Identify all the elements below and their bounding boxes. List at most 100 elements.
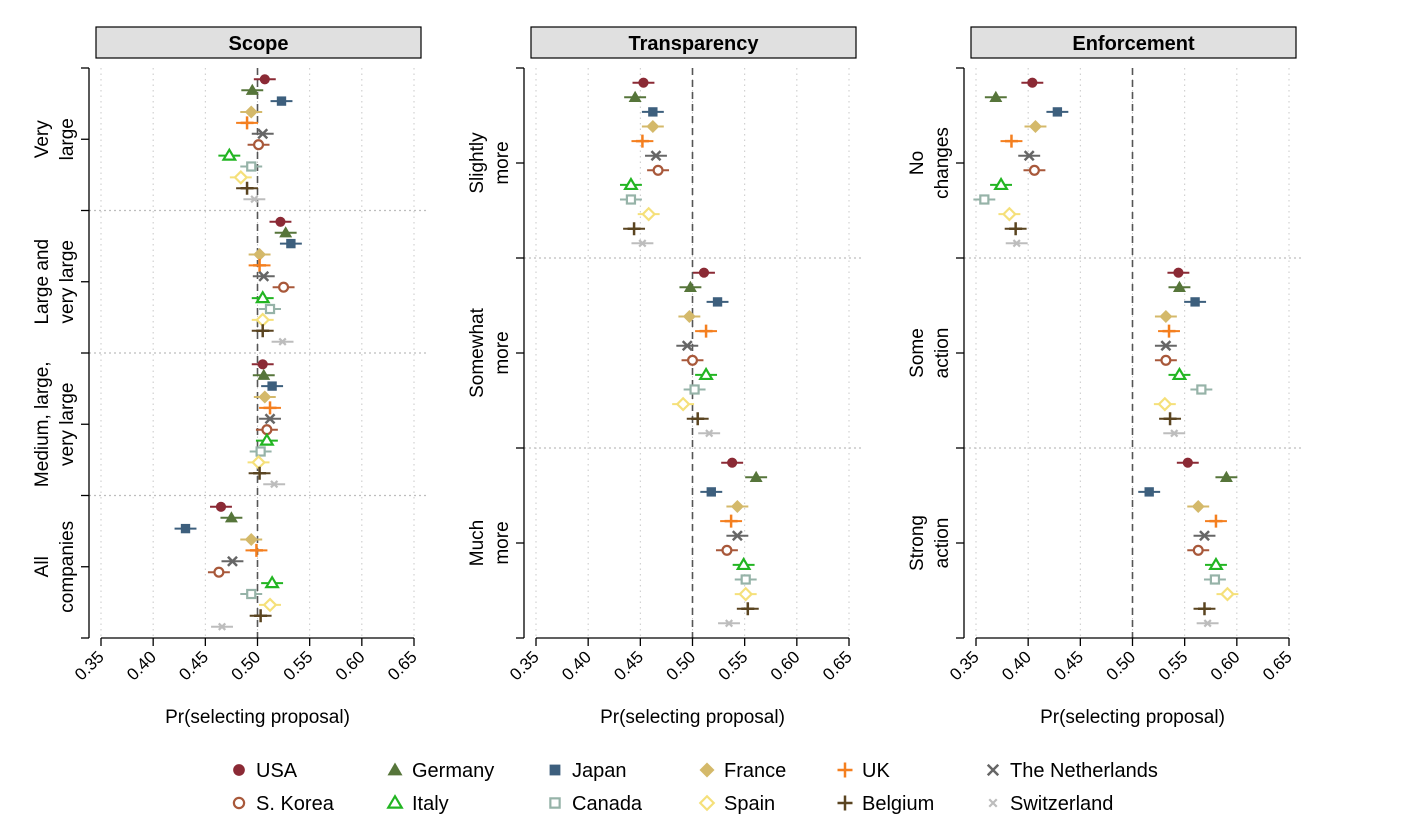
x-tick-label: 0.35 (946, 647, 983, 684)
category-label-line: Very (32, 120, 53, 159)
legend-label: Switzerland (1010, 793, 1113, 815)
germany-marker (257, 368, 271, 380)
x-tick-label: 0.55 (1155, 647, 1192, 684)
s-korea-marker (1028, 164, 1040, 176)
the-netherlands-marker (257, 128, 269, 140)
panel-title: Enforcement (1072, 33, 1195, 55)
series-germany (220, 83, 297, 523)
spain-marker (255, 312, 271, 328)
canada-marker (979, 194, 990, 205)
series-belgium (623, 222, 759, 616)
japan-marker (712, 297, 723, 307)
usa-marker (727, 457, 738, 468)
the-netherlands-marker (731, 530, 743, 542)
germany-marker (628, 90, 642, 102)
legend-label: Spain (724, 793, 775, 815)
series-uk (236, 116, 281, 557)
switzerland-marker (270, 480, 279, 489)
x-tick-label: 0.65 (819, 647, 856, 684)
s-korea-marker (686, 354, 699, 366)
germany-marker (749, 470, 763, 482)
switzerland-marker (278, 337, 287, 346)
s-korea-marker (652, 164, 664, 176)
s-korea-marker (253, 139, 265, 151)
legend-item-switzerland: Switzerland (988, 793, 1113, 815)
italy-marker (386, 794, 404, 809)
legend-label: Italy (412, 793, 449, 815)
spain-marker (233, 169, 249, 185)
category-label-very-large: Very large (32, 118, 78, 160)
legend-item-germany: Germany (387, 760, 494, 782)
switzerland-marker (1012, 239, 1021, 248)
uk-marker (635, 134, 649, 148)
legend-label: Belgium (862, 793, 934, 815)
category-label-all-companies: All companies (32, 521, 78, 613)
s-korea-marker (721, 544, 733, 556)
legend-item-uk: UK (837, 760, 890, 782)
series-italy (619, 176, 755, 571)
category-label-large-and-very-large: Large and very large (32, 239, 78, 325)
series-canada (240, 161, 281, 600)
legend-item-italy: Italy (386, 793, 449, 815)
s-korea-marker (1160, 354, 1172, 366)
italy-marker (623, 176, 639, 191)
series-italy (990, 176, 1227, 571)
usa-marker (638, 77, 649, 88)
x-tick-label: 0.45 (610, 647, 647, 684)
france-marker (1191, 500, 1205, 513)
panel-scope: Scope 0.35 0.40 0.45 0.50 0.55 0.60 0.65 Pr(sele… (32, 26, 426, 728)
x-tick-label: 0.50 (1102, 647, 1139, 684)
italy-marker (259, 432, 275, 446)
japan-marker (1052, 107, 1063, 117)
s-korea-marker (1192, 544, 1204, 556)
category-label-line: All (32, 556, 53, 577)
usa-marker (215, 501, 227, 512)
switzerland-marker (705, 429, 714, 438)
canada-marker (549, 797, 561, 809)
spain-marker (1001, 206, 1017, 222)
switzerland-marker (1170, 429, 1179, 438)
france-marker (699, 762, 715, 778)
canada-marker (246, 588, 257, 600)
category-label-slightly-more: Slightly more (467, 132, 513, 194)
legend-label: UK (862, 760, 890, 782)
panel-title-box (970, 26, 1297, 59)
series-the-netherlands (1018, 150, 1216, 542)
uk-marker (724, 514, 738, 528)
italy-marker (221, 147, 238, 161)
the-netherlands-marker (1023, 150, 1035, 162)
italy-marker (993, 176, 1009, 191)
canada-marker (625, 194, 637, 205)
belgium-marker (837, 795, 853, 811)
uk-marker (837, 762, 853, 778)
japan-marker (549, 764, 561, 776)
the-netherlands-marker (986, 763, 1000, 777)
category-label-line: more (492, 521, 513, 564)
germany-marker (224, 511, 238, 523)
canada-marker (1196, 384, 1207, 395)
canada-marker (740, 574, 751, 585)
category-label-line: very large (57, 383, 78, 466)
belgium-marker (741, 602, 755, 616)
panels: Scope 0.35 0.40 0.45 0.50 0.55 0.60 0.65 Pr(sele… (32, 26, 1301, 728)
category-label-some-action: Some action (907, 328, 953, 379)
legend: USA Germany Japan France UK The Netherlands S.… (232, 760, 1158, 815)
spain-marker (1220, 586, 1235, 602)
germany-marker (245, 83, 259, 95)
category-label-line: Some (907, 328, 928, 378)
spain-marker (641, 206, 657, 222)
x-tick-label: 0.50 (662, 647, 699, 684)
panel-transparency: Transparency 0.35 0.40 0.45 0.50 0.55 0.60 0.65… (467, 26, 861, 728)
france-marker (1159, 310, 1173, 323)
france-marker (253, 248, 267, 261)
s-korea-marker (278, 281, 290, 293)
usa-marker (1027, 77, 1038, 88)
the-netherlands-marker (264, 413, 276, 425)
japan-marker (180, 523, 191, 534)
switzerland-marker (250, 195, 259, 204)
legend-item-s-korea: S. Korea (232, 793, 335, 815)
france-marker (646, 120, 660, 133)
usa-marker (1182, 457, 1193, 468)
germany-marker (1219, 470, 1233, 482)
legend-item-france: France (699, 760, 786, 782)
